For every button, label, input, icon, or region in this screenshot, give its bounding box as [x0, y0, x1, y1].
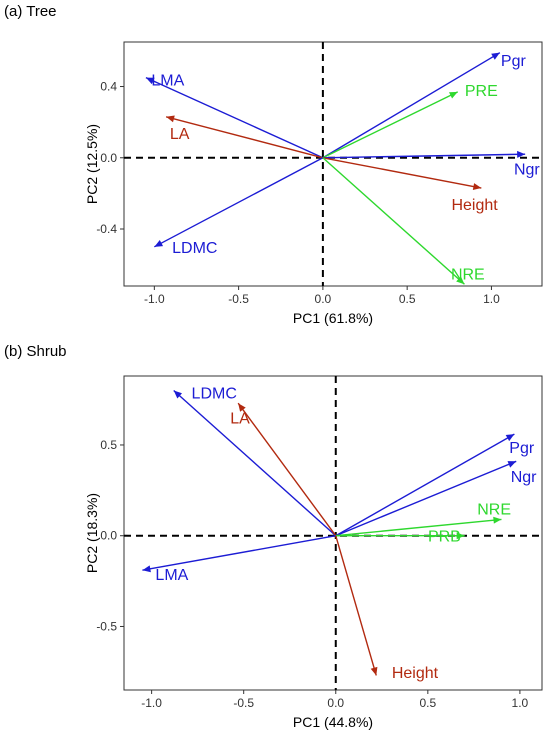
arrow-label-ldmc: LDMC: [172, 240, 217, 257]
x-tick-label: 1.0: [483, 292, 500, 306]
arrow-height: [322, 157, 482, 189]
arrowhead-nre: [493, 516, 502, 524]
x-axis-title: PC1 (44.8%): [293, 714, 373, 730]
x-axis-title: PC1 (61.8%): [293, 310, 373, 326]
x-tick-label: 0.5: [419, 696, 436, 710]
arrowhead-height: [370, 666, 378, 676]
arrowhead-la: [238, 403, 246, 412]
arrowhead-pre: [449, 91, 458, 99]
panel-label: (b) Shrub: [4, 343, 67, 360]
x-tick-label: 0.0: [315, 292, 332, 306]
arrowhead-lma: [145, 77, 155, 85]
arrowhead-ngr: [507, 461, 517, 468]
arrow-label-lma: LMA: [151, 72, 184, 89]
arrowhead-prb: [456, 532, 465, 540]
arrow-ldmc: [154, 157, 324, 248]
arrow-lma: [145, 76, 324, 159]
panel-tree: (a) Tree -1.0 -0.5 0.0 0.5 1.0 -0.4 0.0 0.4 LMA…: [4, 3, 543, 326]
arrow-label-ngr: Ngr: [511, 469, 537, 486]
arrow-nre: [335, 518, 502, 537]
y-tick-label: 0.0: [100, 151, 117, 165]
panel-shrub: (b) Shrub -1.0 -0.5 0.0 0.5 1.0 -0.5 0.0 0.5 LD…: [4, 343, 543, 730]
axis-ticks: -1.0 -0.5 0.0 0.5 1.0 -0.4 0.0 0.4: [96, 80, 500, 306]
y-tick-label: 0.5: [100, 438, 117, 452]
arrow-label-la: LA: [170, 126, 190, 143]
arrow-label-pgr: Pgr: [501, 53, 527, 70]
arrow-pre: [322, 91, 459, 159]
x-tick-label: -1.0: [144, 292, 165, 306]
arrowhead-ldmc: [154, 239, 164, 247]
x-tick-label: -1.0: [141, 696, 162, 710]
arrowhead-nre: [456, 276, 465, 285]
y-tick-label: 0.0: [100, 529, 117, 543]
arrow-height: [335, 535, 377, 676]
arrowhead-ngr: [517, 150, 526, 158]
arrow-la: [237, 402, 337, 537]
axis-ticks: -1.0 -0.5 0.0 0.5 1.0 -0.5 0.0 0.5: [96, 438, 528, 710]
arrow-nre: [322, 157, 465, 285]
arrowhead-pgr: [505, 434, 515, 442]
x-tick-label: 0.5: [399, 292, 416, 306]
arrow-label-nre: NRE: [477, 501, 511, 518]
arrow-label-pre: PRE: [465, 83, 498, 100]
plot-border: [123, 41, 543, 287]
arrow-label-prb: PRB: [428, 529, 461, 546]
arrow-ngr: [335, 460, 517, 537]
arrow-label-height: Height: [392, 665, 439, 682]
arrow-label-ldmc: LDMC: [192, 385, 237, 402]
arrow-pgr: [322, 52, 501, 159]
arrow-ngr: [322, 153, 526, 159]
y-tick-label: -0.5: [96, 619, 117, 633]
y-axis-title: PC2 (18.3%): [84, 493, 100, 573]
loading-arrows: [142, 389, 517, 676]
y-axis-title: PC2 (12.5%): [84, 124, 100, 204]
arrow-label-la: LA: [230, 411, 250, 428]
arrow-label-nre: NRE: [451, 267, 485, 284]
x-tick-label: -0.5: [228, 292, 249, 306]
arrow-pgr: [335, 433, 515, 537]
arrow-label-ngr: Ngr: [514, 161, 540, 178]
arrow-lma: [142, 535, 336, 571]
x-tick-label: 0.0: [327, 696, 344, 710]
arrowhead-height: [472, 183, 482, 190]
arrowhead-la: [166, 115, 175, 123]
panel-label: (a) Tree: [4, 3, 57, 20]
x-tick-label: 1.0: [512, 696, 529, 710]
loading-arrows: [145, 52, 526, 285]
arrow-label-pgr: Pgr: [509, 440, 535, 457]
arrow-ldmc: [173, 389, 337, 537]
arrowhead-ldmc: [173, 390, 183, 399]
y-tick-label: 0.4: [100, 80, 117, 94]
x-tick-label: -0.5: [233, 696, 254, 710]
arrowhead-lma: [142, 565, 151, 573]
arrow-label-lma: LMA: [155, 567, 188, 584]
arrow-la: [165, 116, 324, 159]
y-tick-label: -0.4: [96, 222, 117, 236]
arrow-label-height: Height: [451, 197, 498, 214]
arrowhead-pgr: [491, 52, 500, 60]
